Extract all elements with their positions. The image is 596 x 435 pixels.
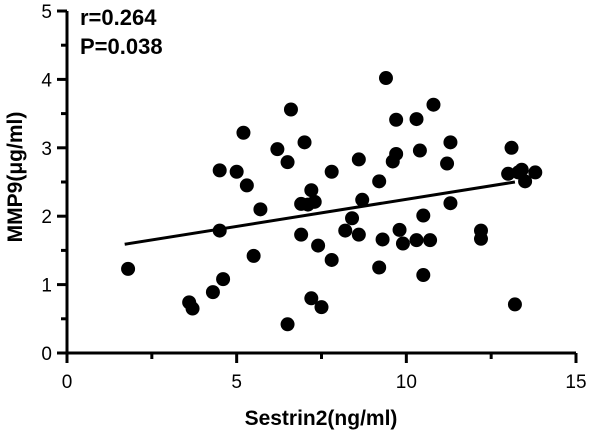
x-axis-title: Sestrin2(ng/ml) <box>245 407 398 430</box>
correlation-r-annotation: r=0.264 <box>80 5 157 30</box>
regression-line <box>124 180 516 246</box>
data-point <box>236 125 251 140</box>
x-tick-label: 15 <box>565 372 586 393</box>
data-points <box>121 71 543 332</box>
p-value-annotation: P=0.038 <box>80 34 163 59</box>
data-point <box>443 135 458 150</box>
data-point <box>426 97 441 112</box>
y-tick-label: 3 <box>41 139 52 160</box>
data-point <box>440 156 455 171</box>
data-point <box>412 143 427 158</box>
data-point <box>324 164 339 179</box>
data-point <box>212 163 227 178</box>
data-point <box>443 196 458 211</box>
data-point <box>246 248 261 263</box>
y-tick-label: 2 <box>41 207 52 228</box>
data-point <box>345 211 360 226</box>
data-point <box>504 140 519 155</box>
x-tick-label: 0 <box>62 372 73 393</box>
y-tick-label: 4 <box>41 70 52 91</box>
x-tick-label: 5 <box>231 372 242 393</box>
data-point <box>324 252 339 267</box>
data-point <box>375 232 390 247</box>
data-point <box>378 71 393 86</box>
data-point <box>507 297 522 312</box>
data-point <box>351 227 366 242</box>
y-tick-label: 0 <box>41 344 52 365</box>
data-point <box>185 301 200 316</box>
data-point <box>518 174 533 189</box>
data-point <box>307 194 322 209</box>
data-point <box>297 135 312 150</box>
data-point <box>212 223 227 238</box>
data-point <box>121 261 136 276</box>
data-point <box>409 233 424 248</box>
data-point <box>314 300 329 315</box>
data-point <box>283 102 298 117</box>
x-tick-label: 10 <box>396 372 417 393</box>
data-point <box>229 164 244 179</box>
data-point <box>372 260 387 275</box>
data-point <box>389 112 404 127</box>
data-point <box>473 231 488 246</box>
data-point <box>280 317 295 332</box>
data-point <box>514 162 529 177</box>
data-point <box>416 208 431 223</box>
data-point <box>395 236 410 251</box>
data-point <box>270 142 285 157</box>
data-point <box>501 166 516 181</box>
data-point <box>389 146 404 161</box>
data-point <box>351 152 366 167</box>
data-point <box>239 178 254 193</box>
data-point <box>216 272 231 287</box>
data-point <box>355 192 370 207</box>
data-point <box>416 268 431 283</box>
y-axis-title: MMP9(μg/ml) <box>4 112 27 243</box>
data-point <box>528 165 543 180</box>
data-point <box>423 233 438 248</box>
data-point <box>311 238 326 253</box>
data-point <box>304 291 319 306</box>
data-point <box>253 202 268 217</box>
data-point <box>338 223 353 238</box>
data-point <box>294 227 309 242</box>
data-point <box>304 183 319 198</box>
data-point <box>409 112 424 127</box>
data-point <box>280 155 295 170</box>
y-tick-label: 1 <box>41 276 52 297</box>
y-tick-label: 5 <box>41 2 52 23</box>
data-point <box>372 174 387 189</box>
data-point <box>392 222 407 237</box>
data-point <box>205 285 220 300</box>
